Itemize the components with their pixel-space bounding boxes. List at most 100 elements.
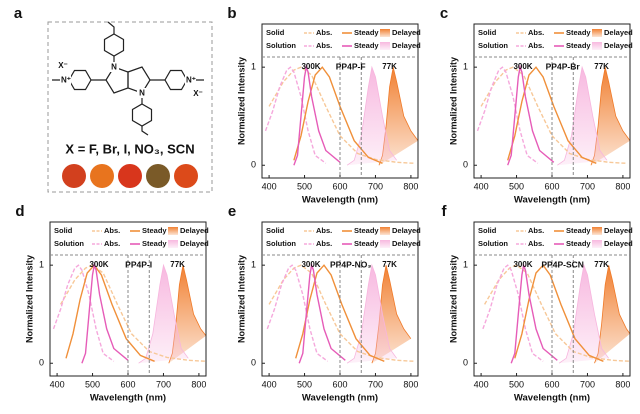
x-axis-label: Wavelength (nm) — [90, 393, 166, 404]
scheme-frame — [47, 21, 213, 193]
x-tick-label: 400 — [474, 181, 489, 191]
area — [346, 65, 398, 166]
panel-letter: a — [14, 5, 23, 22]
line — [510, 262, 558, 364]
line — [59, 264, 206, 362]
legend-group: Solid — [478, 226, 497, 235]
x-axis-label: Wavelength (nm) — [302, 393, 378, 404]
ring — [103, 33, 125, 57]
plot-area — [476, 64, 630, 166]
line — [476, 66, 539, 164]
ring — [127, 66, 151, 94]
photo — [90, 164, 114, 188]
line — [52, 264, 115, 362]
x-tick-label: 600 — [544, 379, 559, 389]
legend-swatch — [380, 227, 390, 235]
sample-photos — [62, 164, 198, 188]
photo — [146, 164, 170, 188]
legend-label: Steady — [354, 226, 379, 235]
counterion: X⁻ — [193, 89, 203, 98]
line — [298, 262, 346, 364]
y-axis-label: Normalized Intensity — [448, 57, 458, 145]
annotation: 77K — [170, 260, 185, 269]
panel-letter: e — [228, 203, 236, 220]
legend-label: Abs. — [528, 28, 544, 37]
legend-label: Steady — [566, 41, 591, 50]
chart-panel: f 400 500 600 700 800 0 1 Wavelength (nm) Normali… — [442, 203, 634, 404]
legend-group: Solid — [478, 28, 497, 37]
line — [268, 66, 415, 164]
x-tick-label: 800 — [615, 181, 630, 191]
atom-bg — [60, 74, 71, 86]
annotation: 300K — [513, 62, 532, 71]
y-axis-label: Normalized Intensity — [448, 255, 458, 343]
panel-title: PP4P-SCN — [541, 259, 584, 269]
x-tick-label: 600 — [120, 379, 135, 389]
y-axis-label: Normalized Intensity — [24, 255, 34, 343]
legend-label: Delayed — [604, 239, 633, 248]
y-axis-label: Normalized Intensity — [236, 255, 246, 343]
x-tick-label: 700 — [580, 379, 595, 389]
x-tick-label: 400 — [262, 181, 277, 191]
annotation: 77K — [382, 62, 397, 71]
chart-panel: d 400 500 600 700 800 0 1 Wavelength (nm) Normali… — [15, 203, 209, 404]
x-tick-label: 500 — [85, 379, 100, 389]
panel-letter: f — [442, 203, 448, 220]
legend-label: Delayed — [604, 41, 633, 50]
x-tick-label: 800 — [403, 181, 418, 191]
legend-swatch — [380, 240, 390, 248]
legend-label: Delayed — [392, 28, 421, 37]
legend-group: Solution — [266, 239, 296, 248]
formula: X = F, Br, I, NO₃, SCN — [65, 141, 194, 156]
plot-area — [52, 262, 206, 364]
atom-label: N⁺ — [186, 76, 196, 85]
panel-title: PP4P-F — [336, 61, 366, 71]
scheme-panel: a N N N⁺ N⁺ X⁻ X⁻ X = F, Br, I, NO₃, SCN — [14, 5, 213, 193]
legend-label: Steady — [354, 239, 379, 248]
y-tick-label: 0 — [463, 358, 468, 368]
legend-label: Abs. — [316, 28, 332, 37]
annotation: 77K — [594, 260, 609, 269]
x-tick-label: 600 — [332, 379, 347, 389]
panel-title: PP4P-I — [125, 259, 152, 269]
line — [65, 264, 155, 362]
legend-label: Abs. — [528, 41, 544, 50]
line — [507, 64, 555, 166]
atom-label: N⁺ — [61, 76, 71, 85]
atom-label: N — [111, 63, 117, 72]
x-tick-label: 500 — [297, 181, 312, 191]
legend-label: Steady — [566, 239, 591, 248]
legend-label: Delayed — [180, 239, 209, 248]
x-tick-label: 500 — [509, 379, 524, 389]
legend-swatch — [168, 240, 178, 248]
area — [346, 263, 398, 364]
panel-title: PP4P-NO₃ — [330, 259, 371, 269]
x-axis-label: Wavelength (nm) — [514, 393, 590, 404]
legend-label: Delayed — [392, 41, 421, 50]
ring — [164, 69, 188, 91]
ring — [131, 103, 153, 127]
legend-label: Abs. — [104, 226, 120, 235]
panel-title: PP4P-Br — [546, 61, 581, 71]
legend-label: Delayed — [604, 28, 633, 37]
line — [266, 264, 329, 362]
legend-label: Delayed — [392, 226, 421, 235]
line — [81, 262, 129, 364]
annotation: 300K — [301, 62, 320, 71]
line — [264, 66, 327, 164]
x-tick-label: 500 — [297, 379, 312, 389]
x-tick-label: 700 — [368, 379, 383, 389]
atom-bg — [185, 74, 196, 86]
molecule: N N N⁺ N⁺ X⁻ X⁻ — [52, 21, 204, 136]
y-tick-label: 0 — [251, 358, 256, 368]
y-tick-label: 0 — [463, 160, 468, 170]
legend-label: Steady — [566, 28, 591, 37]
line — [268, 264, 415, 362]
atom-bg — [109, 62, 119, 72]
plot-area — [266, 262, 415, 364]
plot-area — [264, 64, 418, 166]
photo — [174, 164, 198, 188]
legend-label: Steady — [142, 239, 167, 248]
legend-group: Solid — [54, 226, 73, 235]
x-tick-label: 400 — [474, 379, 489, 389]
